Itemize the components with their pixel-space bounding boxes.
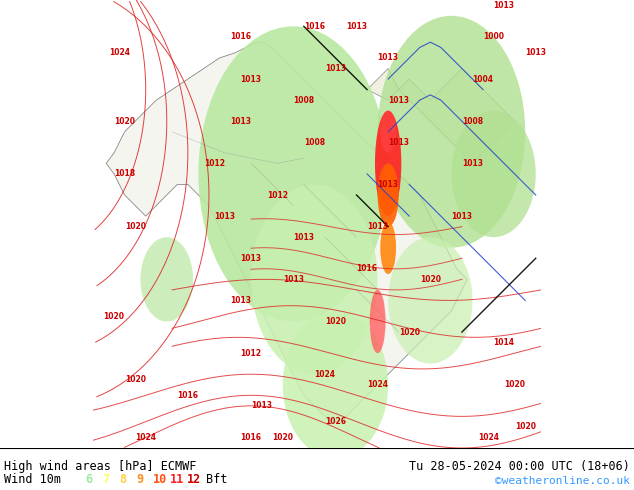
Polygon shape <box>367 69 515 163</box>
Text: 1024: 1024 <box>367 380 388 389</box>
Text: 1020: 1020 <box>399 327 420 337</box>
Text: 1012: 1012 <box>267 191 288 199</box>
Text: High wind areas [hPa] ECMWF: High wind areas [hPa] ECMWF <box>4 460 197 473</box>
Text: 1024: 1024 <box>109 48 130 57</box>
Text: 1020: 1020 <box>504 380 525 389</box>
Ellipse shape <box>380 111 396 153</box>
Text: 1014: 1014 <box>494 338 515 347</box>
Text: 1024: 1024 <box>314 370 335 379</box>
Text: 1013: 1013 <box>325 64 346 73</box>
Text: 1013: 1013 <box>462 159 483 168</box>
Text: 1013: 1013 <box>367 222 388 231</box>
Text: 1012: 1012 <box>241 348 262 358</box>
Text: 1013: 1013 <box>525 48 547 57</box>
Ellipse shape <box>378 163 399 227</box>
Polygon shape <box>106 42 467 422</box>
Text: 1020: 1020 <box>114 117 135 126</box>
Text: 1013: 1013 <box>378 180 399 189</box>
Text: 1013: 1013 <box>241 74 262 84</box>
Text: 1013: 1013 <box>451 212 472 220</box>
Text: 1016: 1016 <box>178 391 198 400</box>
Text: 11: 11 <box>170 473 184 486</box>
Ellipse shape <box>198 26 388 321</box>
Text: 6: 6 <box>85 473 92 486</box>
Text: 12: 12 <box>187 473 201 486</box>
Text: 1020: 1020 <box>125 222 146 231</box>
Text: 1016: 1016 <box>304 22 325 31</box>
Text: 1018: 1018 <box>114 170 135 178</box>
Text: Wind 10m: Wind 10m <box>4 473 61 486</box>
Text: 1013: 1013 <box>378 53 399 63</box>
Text: 1020: 1020 <box>420 275 441 284</box>
Text: 1016: 1016 <box>356 264 378 273</box>
Ellipse shape <box>451 111 536 237</box>
Text: 1000: 1000 <box>483 32 504 41</box>
Text: 1013: 1013 <box>283 275 304 284</box>
Text: Tu 28-05-2024 00:00 UTC (18+06): Tu 28-05-2024 00:00 UTC (18+06) <box>409 460 630 473</box>
Text: 1020: 1020 <box>103 312 125 321</box>
Text: 8: 8 <box>119 473 126 486</box>
Ellipse shape <box>375 111 401 216</box>
Text: 1026: 1026 <box>325 417 346 426</box>
Text: ©weatheronline.co.uk: ©weatheronline.co.uk <box>495 476 630 486</box>
Ellipse shape <box>141 237 193 321</box>
Text: 1016: 1016 <box>241 433 262 442</box>
Text: 1013: 1013 <box>230 296 251 305</box>
Text: 1008: 1008 <box>304 138 325 147</box>
Text: 7: 7 <box>102 473 109 486</box>
Text: 1008: 1008 <box>462 117 483 126</box>
Ellipse shape <box>388 237 472 364</box>
Text: 1013: 1013 <box>241 254 262 263</box>
Text: 1013: 1013 <box>294 233 314 242</box>
Text: 1013: 1013 <box>346 22 367 31</box>
Text: Bft: Bft <box>206 473 228 486</box>
Text: 9: 9 <box>136 473 143 486</box>
Text: 1013: 1013 <box>494 1 515 10</box>
Text: 10: 10 <box>153 473 167 486</box>
Ellipse shape <box>283 311 388 459</box>
Text: 1020: 1020 <box>325 317 346 326</box>
Ellipse shape <box>378 16 525 248</box>
Text: 1020: 1020 <box>272 433 294 442</box>
Text: 1020: 1020 <box>515 422 536 431</box>
Text: 1004: 1004 <box>472 74 493 84</box>
Text: 1020: 1020 <box>125 375 146 384</box>
Text: 1013: 1013 <box>230 117 251 126</box>
Text: 1013: 1013 <box>214 212 235 220</box>
Text: 1013: 1013 <box>388 96 409 105</box>
Text: 1008: 1008 <box>294 96 314 105</box>
Text: 1016: 1016 <box>230 32 251 41</box>
Text: 1013: 1013 <box>251 401 272 410</box>
Text: 1024: 1024 <box>478 433 499 442</box>
Text: 1013: 1013 <box>388 138 409 147</box>
Ellipse shape <box>380 221 396 274</box>
Ellipse shape <box>251 184 378 374</box>
Text: 1024: 1024 <box>135 433 156 442</box>
Text: 1012: 1012 <box>204 159 224 168</box>
Ellipse shape <box>370 290 385 353</box>
